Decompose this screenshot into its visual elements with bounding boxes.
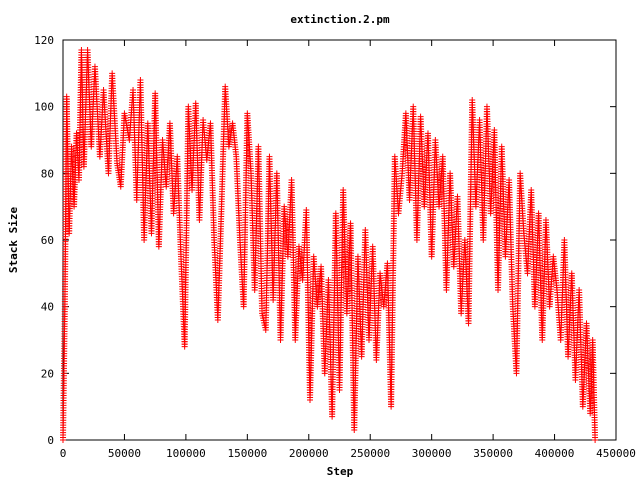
x-tick-label: 0 — [60, 447, 67, 460]
data-points — [60, 47, 599, 443]
x-tick-labels: 0 50000 100000 150000 200000 250000 300000 3500… — [60, 447, 636, 460]
y-tick-label: 120 — [34, 34, 54, 47]
y-tick-label: 40 — [41, 301, 54, 314]
x-tick-label: 100000 — [166, 447, 206, 460]
y-tick-label: 0 — [47, 434, 54, 447]
x-tick-label: 450000 — [596, 447, 636, 460]
x-tick-label: 200000 — [289, 447, 329, 460]
axis-ticks — [62, 39, 617, 441]
y-tick-label: 100 — [34, 101, 54, 114]
x-tick-label: 400000 — [535, 447, 575, 460]
x-tick-label: 50000 — [108, 447, 141, 460]
x-tick-label: 250000 — [350, 447, 390, 460]
x-tick-label: 300000 — [412, 447, 452, 460]
x-tick-label: 350000 — [473, 447, 513, 460]
x-tick-label: 150000 — [227, 447, 267, 460]
y-tick-labels: 0 20 40 60 80 100 120 — [34, 34, 54, 447]
y-tick-label: 80 — [41, 167, 54, 180]
chart-title: extinction.2.pm — [290, 13, 390, 26]
y-tick-label: 20 — [41, 367, 54, 380]
y-tick-label: 60 — [41, 234, 54, 247]
